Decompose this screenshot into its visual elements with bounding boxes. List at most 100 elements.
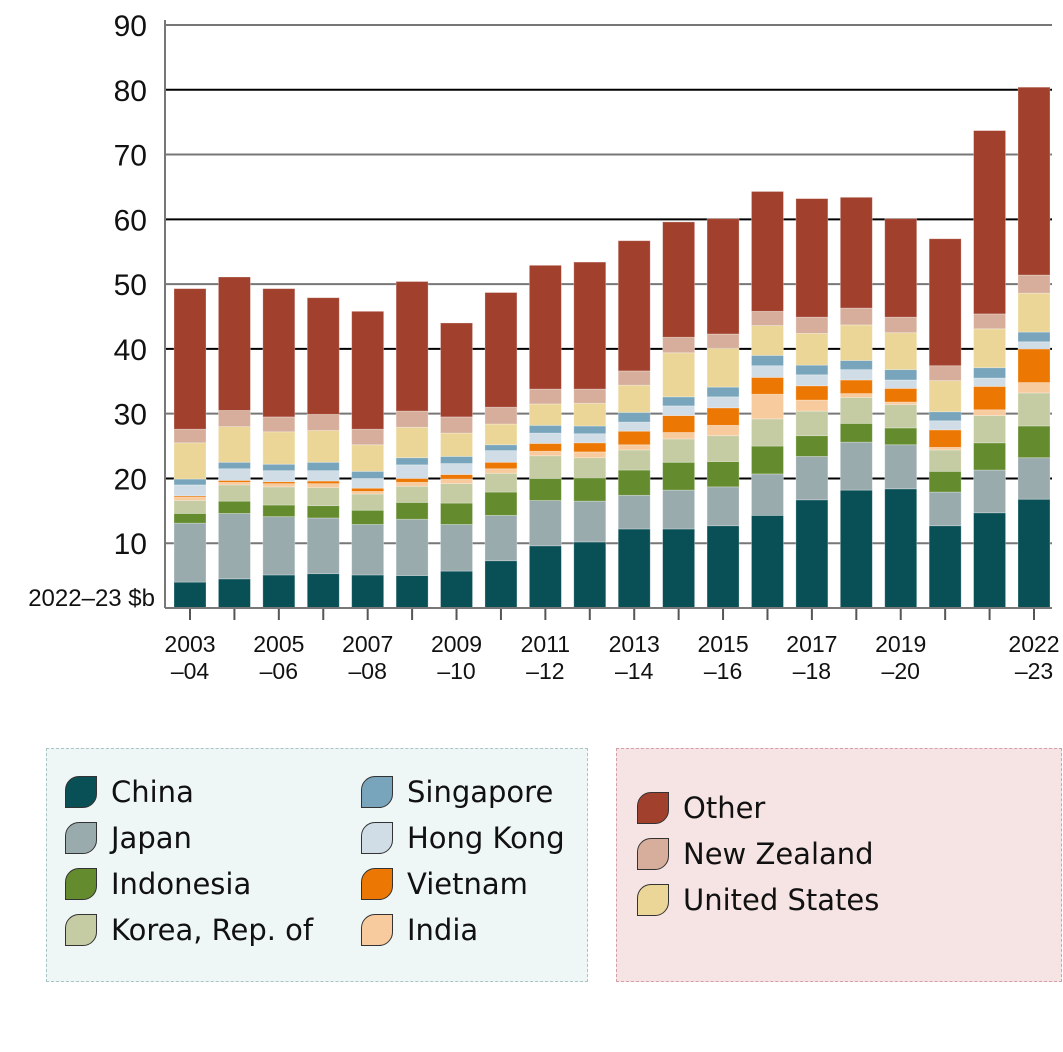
legend-swatch	[637, 884, 669, 916]
bar-segment-india-2022–23	[1017, 382, 1051, 394]
bar-segment-other-2013–14	[617, 240, 651, 372]
bar-segment-india-2017–18	[795, 399, 829, 412]
bar-segment-singapore-2014–15	[662, 396, 696, 407]
bar-segment-indonesia-2014–15	[662, 461, 696, 491]
bar-segment-japan-2021–22	[973, 469, 1006, 514]
bar-segment-korea-rep-of-2003–04	[173, 500, 207, 514]
bar-segment-indonesia-2015–16	[706, 461, 740, 488]
bar-segment-japan-2003–04	[173, 522, 207, 583]
legend-label: China	[111, 775, 194, 809]
legend-other: Other New Zealand United States	[616, 748, 1062, 982]
bar-segment-singapore-2005–06	[262, 463, 296, 472]
bar-segment-new-zealand-2015–16	[706, 333, 740, 349]
bar-segment-china-2011–12	[528, 545, 562, 609]
bar-segment-other-2010–11	[484, 292, 518, 408]
y-tick-label: 50	[114, 269, 147, 302]
bar-segment-hong-kong-2010–11	[484, 450, 518, 463]
bar-segment-china-2021–22	[973, 512, 1006, 609]
legend-swatch	[65, 868, 97, 900]
bar-segment-korea-rep-of-2005–06	[262, 486, 296, 506]
y-tick-label: 10	[114, 528, 147, 561]
legend-swatch	[65, 914, 97, 946]
bar-segment-singapore-2021–22	[973, 367, 1006, 379]
legend-label: Other	[683, 791, 766, 825]
bar-segment-india-2016–17	[751, 393, 784, 420]
bar-segment-china-2009–10	[440, 570, 473, 609]
bar-segment-korea-rep-of-2004–05	[218, 484, 251, 502]
bar-segment-korea-rep-of-2020–21	[928, 449, 962, 472]
bar-segment-united-states-2009–10	[440, 432, 473, 457]
y-tick-label: 70	[114, 140, 147, 173]
bar-segment-new-zealand-2021–22	[973, 313, 1006, 330]
bar-segment-vietnam-2009–10	[440, 474, 473, 480]
bar-segment-india-2005–06	[262, 483, 296, 488]
x-tick-label: –23	[1015, 658, 1053, 684]
bar-segment-indonesia-2010–11	[484, 491, 518, 516]
bar-segment-vietnam-2019–20	[884, 388, 918, 403]
legend-item: Hong Kong	[361, 821, 565, 855]
bar-segment-new-zealand-2012–13	[573, 388, 607, 404]
bar-segment-singapore-2013–14	[617, 411, 651, 423]
bar-segment-japan-2014–15	[662, 489, 696, 530]
bar-segment-korea-rep-of-2018–19	[839, 397, 873, 424]
bar-segment-united-states-2019–20	[884, 332, 918, 371]
bar-segment-singapore-2006–07	[306, 461, 340, 472]
legend-swatch	[65, 776, 97, 808]
y-tick-label: 30	[114, 399, 147, 432]
bar-segment-indonesia-2003–04	[173, 513, 207, 524]
legend-label: Indonesia	[111, 867, 252, 901]
bar-segment-korea-rep-of-2007–08	[351, 493, 385, 511]
bar-segment-hong-kong-2005–06	[262, 470, 296, 483]
legend-item: Other	[637, 791, 765, 825]
bar-segment-indonesia-2021–22	[973, 442, 1006, 471]
bar-segment-korea-rep-of-2019–20	[884, 404, 918, 429]
x-tick-label: 2017	[786, 631, 837, 657]
bar-segment-indonesia-2008–09	[395, 502, 429, 520]
bar-segment-united-states-2007–08	[351, 444, 385, 472]
bar-segment-china-2008–09	[395, 575, 429, 609]
bar-segment-china-2022–23	[1017, 498, 1051, 609]
bar-segment-singapore-2019–20	[884, 369, 918, 381]
x-tick-label: 2011	[521, 631, 570, 657]
bar-segment-vietnam-2012–13	[573, 442, 607, 453]
bar-segment-indonesia-2007–08	[351, 509, 385, 525]
bar-segment-new-zealand-2003–04	[173, 428, 207, 444]
legend-item: Korea, Rep. of	[65, 913, 313, 947]
bar-segment-singapore-2011–12	[528, 424, 562, 434]
bar-segment-singapore-2009–10	[440, 456, 473, 464]
bar-segment-china-2013–14	[617, 528, 651, 609]
bar-segment-other-2007–08	[351, 310, 385, 430]
bar-segment-vietnam-2014–15	[662, 415, 696, 433]
bar-segment-japan-2018–19	[839, 441, 873, 491]
bar-segment-vietnam-2013–14	[617, 430, 651, 446]
bar-segment-new-zealand-2019–20	[884, 316, 918, 334]
bar-segment-new-zealand-2007–08	[351, 428, 385, 446]
bar-segment-china-2014–15	[662, 528, 696, 609]
bar-segment-united-states-2018–19	[839, 324, 873, 361]
legend-item: Japan	[65, 821, 192, 855]
x-tick-label: 2005	[253, 631, 304, 657]
bar-segment-united-states-2020–21	[928, 380, 962, 413]
bar-segment-indonesia-2012–13	[573, 477, 607, 502]
bar-segment-united-states-2003–04	[173, 442, 207, 480]
bar-segment-united-states-2010–11	[484, 423, 518, 446]
x-tick-label: –08	[348, 658, 386, 684]
bar-segment-korea-rep-of-2016–17	[751, 418, 784, 447]
bar-segment-japan-2010–11	[484, 514, 518, 562]
bar-segment-korea-rep-of-2008–09	[395, 485, 429, 503]
bar-segment-china-2018–19	[839, 489, 873, 609]
y-tick-label: 20	[114, 463, 147, 496]
x-tick-label: –12	[526, 658, 564, 684]
bar-segment-united-states-2013–14	[617, 384, 651, 413]
bar-segment-japan-2013–14	[617, 494, 651, 530]
bar-segment-singapore-2010–11	[484, 444, 518, 451]
bar-segment-other-2011–12	[528, 264, 562, 390]
legend-item: China	[65, 775, 194, 809]
bar-segment-korea-rep-of-2017–18	[795, 410, 829, 437]
bar-segment-china-2010–11	[484, 560, 518, 609]
bar-segment-hong-kong-2012–13	[573, 433, 607, 444]
x-tick-label: 2003	[164, 631, 215, 657]
bar-segment-singapore-2015–16	[706, 386, 740, 398]
bar-segment-new-zealand-2008–09	[395, 410, 429, 428]
